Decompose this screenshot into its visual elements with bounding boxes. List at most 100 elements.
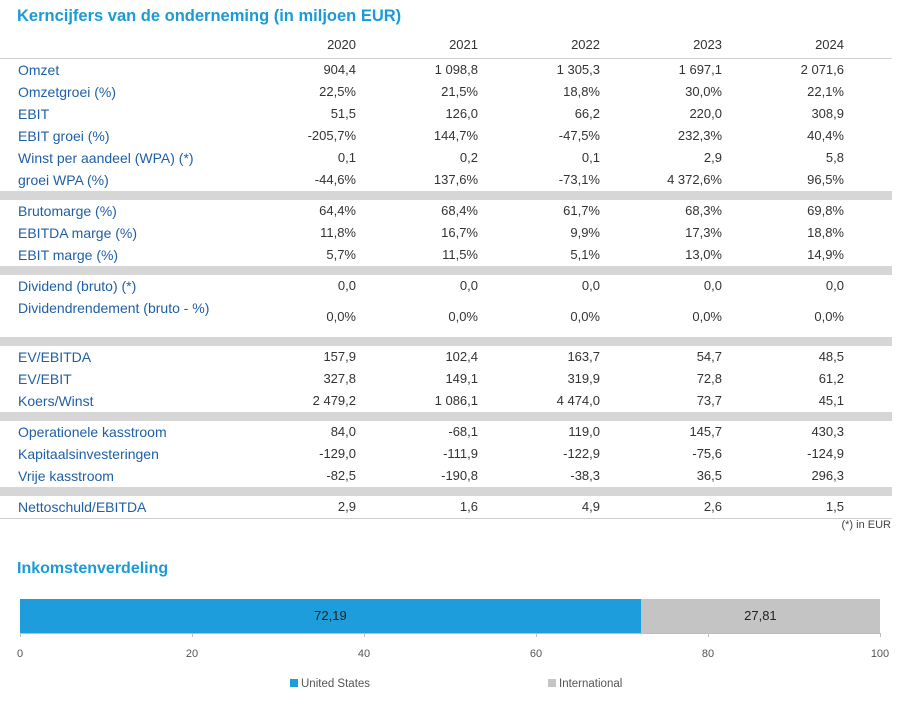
table-row: Winst per aandeel (WPA) (*) 0,1 0,2 0,1 2,9 5… xyxy=(0,147,892,169)
bar-value-label: 27,81 xyxy=(744,608,777,623)
year-header: 2023 xyxy=(693,37,722,52)
value-cell: 119,0 xyxy=(568,424,600,439)
table-row: Nettoschuld/EBITDA 2,9 1,6 4,9 2,6 1,5 xyxy=(0,496,892,518)
table-row: Dividend (bruto) (*) 0,0 0,0 0,0 0,0 0,0 xyxy=(0,275,892,297)
value-cell: 18,8% xyxy=(563,84,600,99)
row-label: EBITDA marge (%) xyxy=(18,225,138,241)
table-row: Brutomarge (%) 64,4% 68,4% 61,7% 68,3% 69,8% xyxy=(0,200,892,222)
value-cell: 5,1% xyxy=(570,247,600,262)
value-cell: 0,0 xyxy=(459,278,478,293)
value-cell: 61,7% xyxy=(563,203,600,218)
x-tick-label: 60 xyxy=(529,648,543,660)
value-cell: 4,9 xyxy=(581,499,600,514)
value-cell: 68,3% xyxy=(685,203,722,218)
row-label: Omzetgroei (%) xyxy=(18,84,117,100)
row-label: Operationele kasstroom xyxy=(18,424,167,440)
value-cell: 18,8% xyxy=(807,225,844,240)
x-tick xyxy=(364,633,365,637)
value-cell: 1,5 xyxy=(825,499,844,514)
value-cell: 0,0 xyxy=(825,278,844,293)
year-header: 2024 xyxy=(815,37,844,52)
value-cell: -190,8 xyxy=(441,468,478,483)
value-cell: 1 098,8 xyxy=(434,62,478,77)
table-row: Dividendrendement (bruto - %) 0,0% 0,0% 0,0… xyxy=(0,297,892,337)
value-cell: 2,9 xyxy=(703,150,722,165)
value-cell: 0,0 xyxy=(703,278,722,293)
value-cell: 17,3% xyxy=(685,225,722,240)
legend-label: International xyxy=(559,678,623,690)
value-cell: 51,5 xyxy=(330,106,356,121)
value-cell: -111,9 xyxy=(443,446,478,461)
value-cell: 0,0% xyxy=(570,309,600,324)
x-axis-line xyxy=(20,633,880,634)
x-tick xyxy=(20,633,21,637)
value-cell: 327,8 xyxy=(323,371,356,386)
value-cell: 72,8 xyxy=(696,371,722,386)
x-tick-label: 100 xyxy=(870,648,890,660)
x-tick-label: 0 xyxy=(16,648,24,660)
row-label: Omzet xyxy=(18,62,60,78)
group-separator xyxy=(0,337,892,346)
row-label: Dividend (bruto) (*) xyxy=(18,278,137,294)
value-cell: 73,7 xyxy=(696,393,722,408)
value-cell: 2 071,6 xyxy=(800,62,844,77)
group-separator xyxy=(0,191,892,200)
table-row: EBIT marge (%) 5,7% 11,5% 5,1% 13,0% 14,9% xyxy=(0,244,892,266)
value-cell: 1 086,1 xyxy=(434,393,478,408)
value-cell: -205,7% xyxy=(307,128,356,143)
table-row: Vrije kasstroom -82,5 -190,8 -38,3 36,5 296,3 xyxy=(0,465,892,487)
value-cell: -129,0 xyxy=(319,446,356,461)
value-cell: 5,8 xyxy=(825,150,844,165)
value-cell: 54,7 xyxy=(696,349,722,364)
year-header: 2021 xyxy=(449,37,478,52)
table-row: Koers/Winst 2 479,2 1 086,1 4 474,0 73,7 45,1 xyxy=(0,390,892,412)
value-cell: 149,1 xyxy=(445,371,478,386)
x-tick xyxy=(708,633,709,637)
row-label: Brutomarge (%) xyxy=(18,203,117,219)
value-cell: 102,4 xyxy=(445,349,478,364)
income-title: Inkomstenverdeling xyxy=(17,560,169,577)
value-cell: 14,9% xyxy=(807,247,844,262)
value-cell: 1 697,1 xyxy=(678,62,722,77)
value-cell: 48,5 xyxy=(818,349,844,364)
value-cell: -75,6 xyxy=(692,446,722,461)
value-cell: 126,0 xyxy=(445,106,478,121)
row-label: Vrije kasstroom xyxy=(18,468,114,484)
value-cell: 0,0 xyxy=(337,278,356,293)
table-row: Kapitaalsinvesteringen -129,0 -111,9 -122,9… xyxy=(0,443,892,465)
value-cell: 69,8% xyxy=(807,203,844,218)
value-cell: 40,4% xyxy=(807,128,844,143)
value-cell: 0,0 xyxy=(581,278,600,293)
value-cell: 30,0% xyxy=(685,84,722,99)
value-cell: -44,6% xyxy=(314,172,356,187)
table-row: groei WPA (%) -44,6% 137,6% -73,1% 4 372,6% 9… xyxy=(0,169,892,191)
value-cell: 2 479,2 xyxy=(312,393,356,408)
value-cell: 0,1 xyxy=(581,150,600,165)
x-tick xyxy=(536,633,537,637)
value-cell: 22,1% xyxy=(807,84,844,99)
x-tick xyxy=(192,633,193,637)
value-cell: 11,8% xyxy=(320,225,356,240)
value-cell: 1 305,3 xyxy=(556,62,600,77)
value-cell: 137,6% xyxy=(433,172,478,187)
value-cell: 2,9 xyxy=(337,499,356,514)
value-cell: 68,4% xyxy=(441,203,478,218)
value-cell: 36,5 xyxy=(696,468,722,483)
value-cell: -47,5% xyxy=(558,128,600,143)
row-label: EBIT xyxy=(18,106,50,122)
table-row: EBIT 51,5 126,0 66,2 220,0 308,9 xyxy=(0,103,892,125)
value-cell: 0,1 xyxy=(337,150,356,165)
value-cell: 319,9 xyxy=(567,371,600,386)
group-separator xyxy=(0,487,892,496)
row-label: EBIT marge (%) xyxy=(18,247,119,263)
value-cell: 0,2 xyxy=(459,150,478,165)
value-cell: -82,5 xyxy=(326,468,356,483)
value-cell: 45,1 xyxy=(818,393,844,408)
value-cell: 13,0% xyxy=(685,247,722,262)
value-cell: 308,9 xyxy=(811,106,844,121)
value-cell: 64,4% xyxy=(319,203,356,218)
value-cell: 9,9% xyxy=(570,225,600,240)
value-cell: 2,6 xyxy=(703,499,722,514)
x-tick-label: 40 xyxy=(357,648,371,660)
value-cell: -124,9 xyxy=(807,446,844,461)
